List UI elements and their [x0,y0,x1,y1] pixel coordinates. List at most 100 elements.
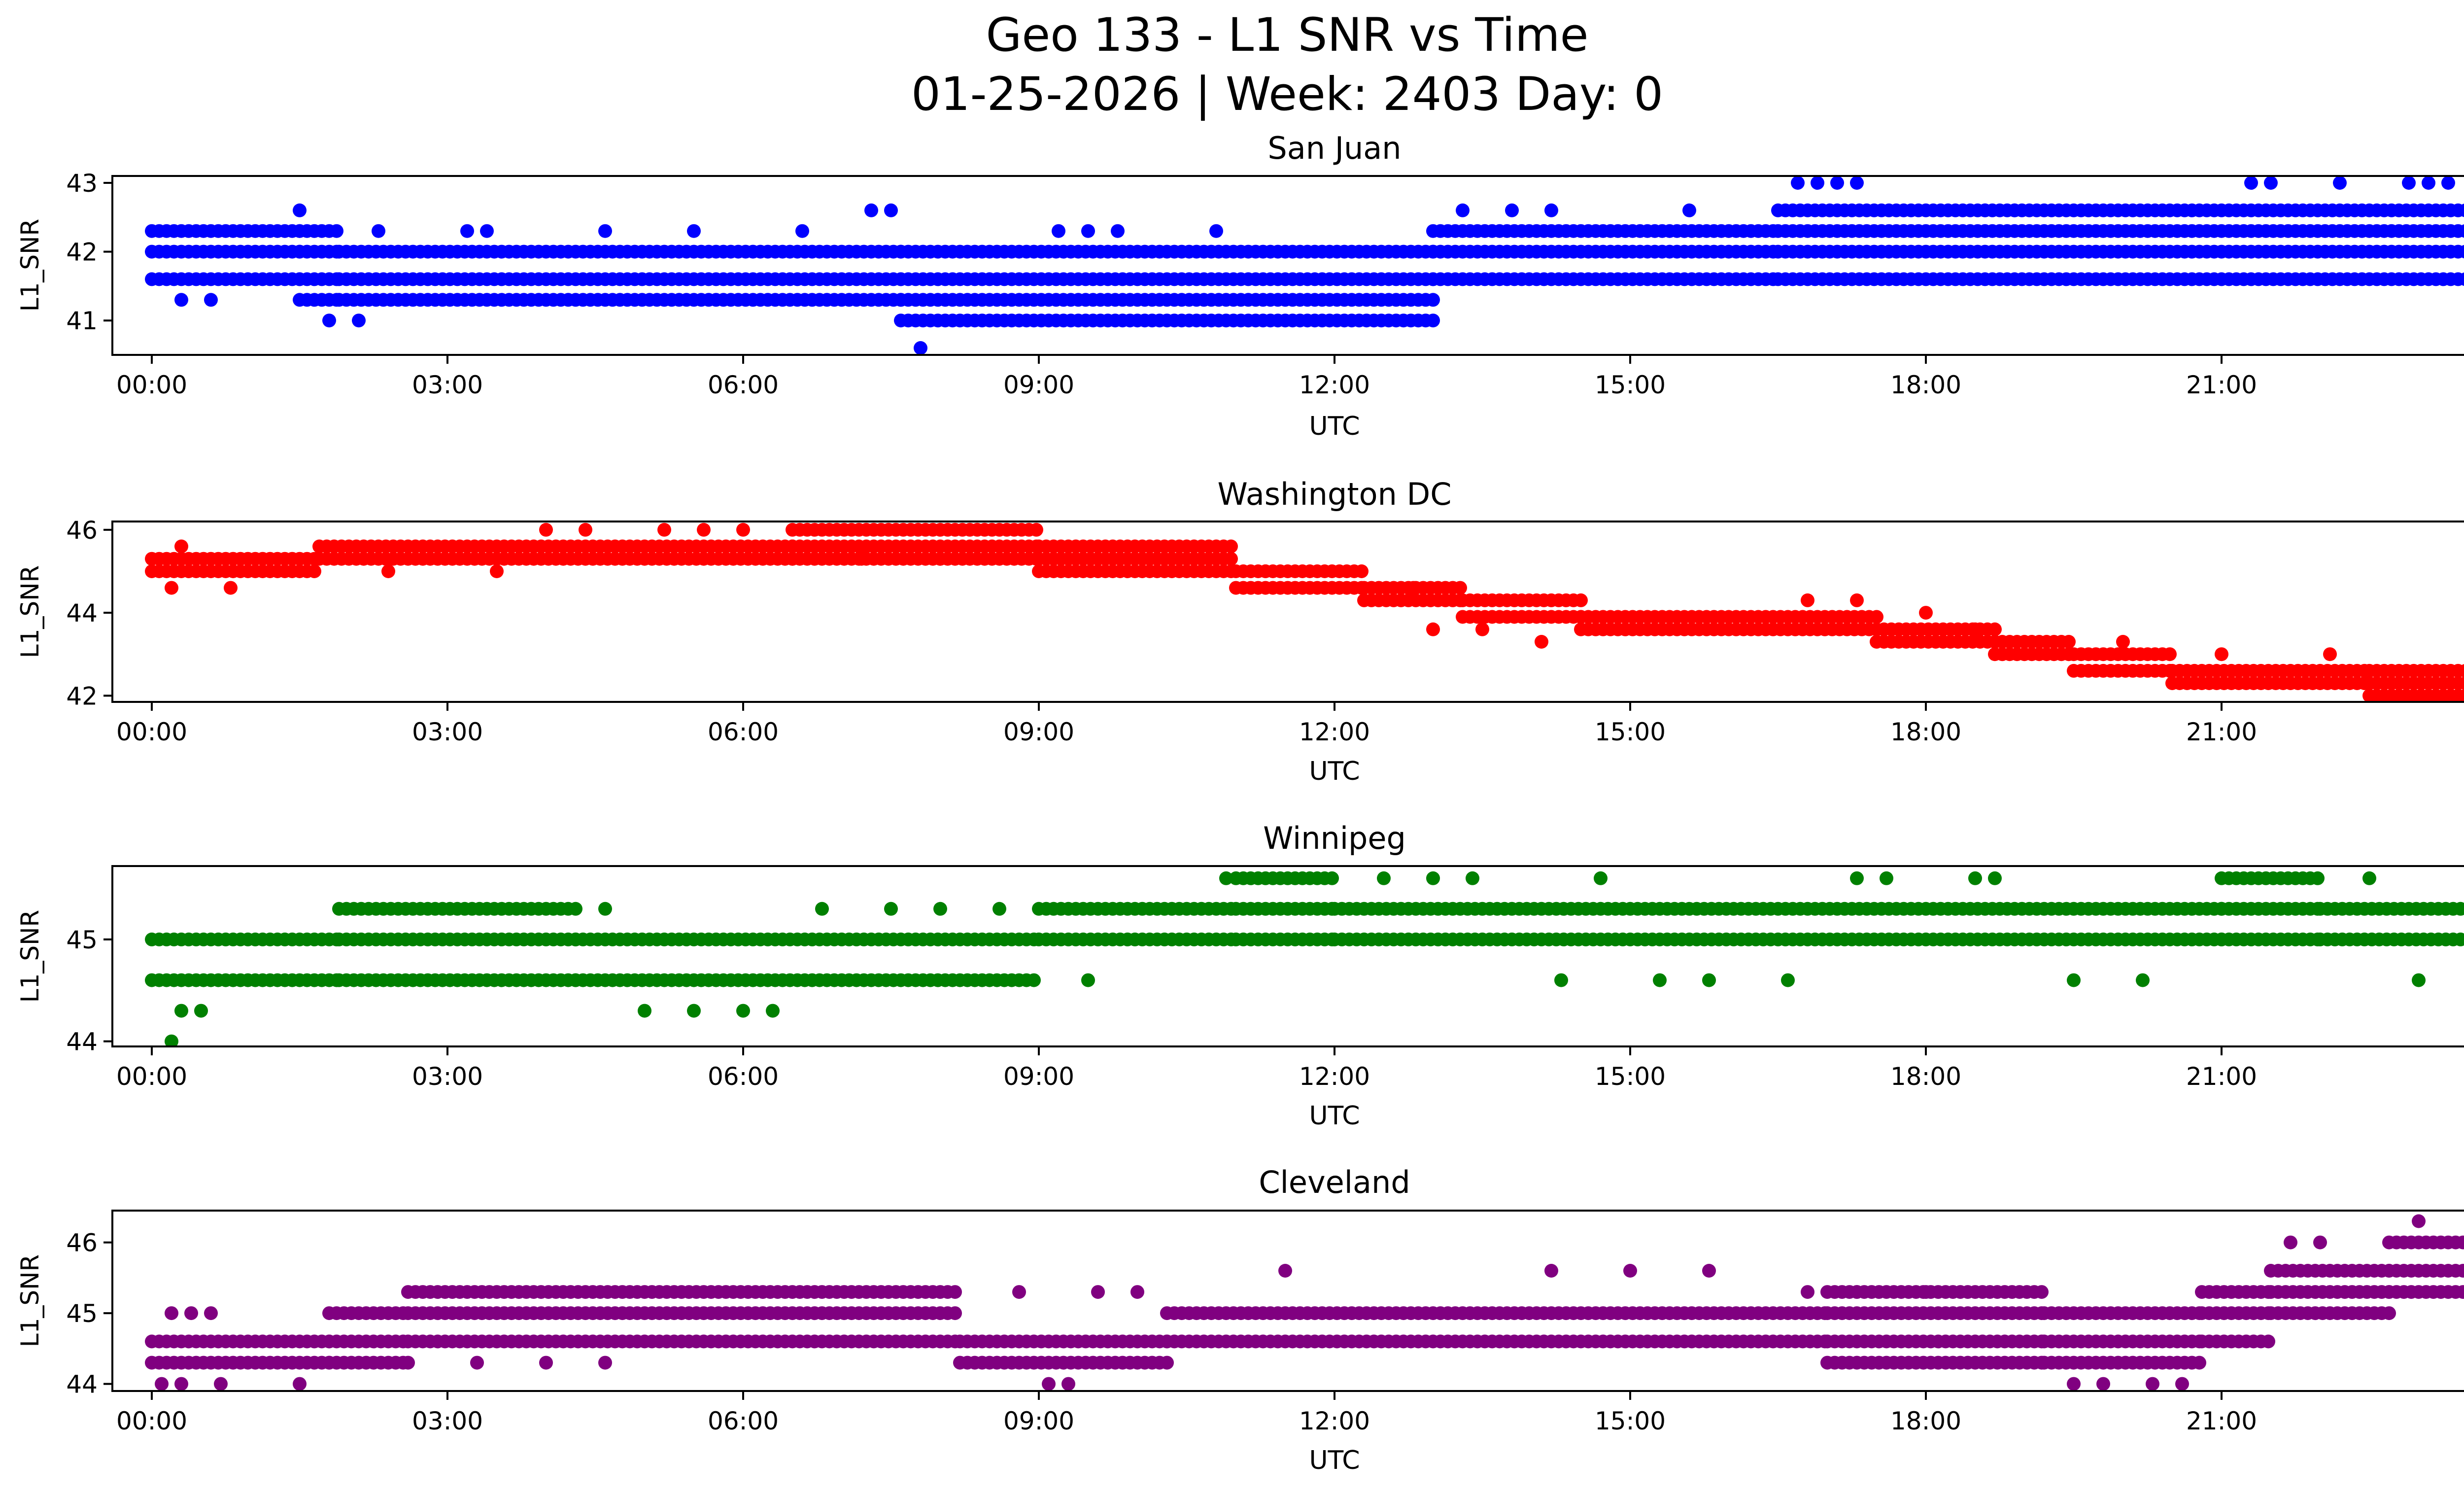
data-point-outlier [1544,203,1558,217]
x-tick-label: 12:00 [1299,718,1370,746]
data-point-outlier [214,1377,228,1391]
y-tick-label: 42 [66,682,98,710]
x-tick-label: 21:00 [2186,718,2257,746]
x-tick-label: 09:00 [1003,1062,1074,1091]
data-point-outlier [2116,635,2130,649]
figure-title-line2: 01-25-2026 | Week: 2403 Day: 0 [911,68,1663,121]
y-axis-label-san-juan: L1_SNR [16,219,44,312]
data-point-outlier [1594,871,1608,885]
data-point-outlier [174,293,188,307]
data-point-outlier [1702,973,1716,987]
subplot-washington-dc: Washington DC L1_SNR UTC 00:00 03:00 06:00… [16,476,2464,786]
data-point-outlier [687,224,701,238]
data-point-outlier [1052,224,1065,238]
data-point-outlier [1801,1285,1814,1299]
data-point-outlier [2313,1235,2327,1250]
data-point-outlier [1475,622,1489,636]
data-point [2192,1356,2206,1370]
axes-frame-winnipeg [111,865,2464,1047]
subplot-title-washington-dc: Washington DC [1217,476,1451,512]
data-point-outlier [165,581,178,595]
data-point-outlier [914,341,927,355]
data-point-outlier [381,564,395,578]
x-tick-label: 09:00 [1003,718,1074,746]
data-point-outlier [2402,176,2416,190]
x-tick-label: 15:00 [1595,1062,1666,1091]
data-point-outlier [2008,203,2021,217]
x-tick-label: 06:00 [708,371,779,399]
x-tick-label: 03:00 [412,718,483,746]
x-axis-label-winnipeg: UTC [1309,1101,1360,1131]
data-point-outlier [1554,973,1568,987]
data-point [948,1285,962,1299]
data-point-outlier [638,1004,651,1018]
data-point-outlier [2244,176,2258,190]
data-point [1426,313,1440,328]
data-point-outlier [401,1356,415,1370]
data-point-outlier [1968,622,1982,636]
data-point-outlier [194,1004,208,1018]
y-tick-label: 44 [66,1028,98,1056]
y-axis-label-winnipeg: L1_SNR [16,910,44,1003]
y-tick-label: 46 [66,1229,98,1257]
data-point-outlier [2323,647,2337,661]
subplot-title-cleveland: Cleveland [1259,1164,1410,1200]
data-point [2456,1285,2464,1299]
x-tick-label: 15:00 [1595,718,1666,746]
data-point-outlier [224,581,238,595]
data-point-outlier [184,1306,198,1321]
data-point-outlier [766,1004,780,1018]
x-tick-label: 18:00 [1890,718,1961,746]
data-point-outlier [884,902,898,916]
data-point-outlier [884,203,898,217]
x-tick-label: 18:00 [1890,371,1961,399]
data-point-outlier [165,1306,178,1321]
data-point-outlier [1012,1285,1026,1299]
data-point [2459,664,2464,678]
data-point-outlier [174,539,188,554]
x-tick-label: 15:00 [1595,1407,1666,1435]
data-point-outlier [1919,1285,1933,1299]
data-point-outlier [1880,871,1893,885]
data-point [569,902,582,916]
x-tick-label: 03:00 [412,1062,483,1091]
data-point [1355,564,1369,578]
x-tick-label: 18:00 [1890,1407,1961,1435]
x-tick-label: 06:00 [708,1062,779,1091]
x-tick-label: 12:00 [1299,1407,1370,1435]
data-point-outlier [855,552,868,566]
data-point [2261,1334,2275,1349]
data-point-outlier [2461,205,2464,216]
data-point [1988,622,2002,636]
y-tick-label: 43 [66,169,98,198]
data-point-outlier [204,1306,218,1321]
data-point-outlier [1811,176,1824,190]
data-point-outlier [795,224,809,238]
data-point [2459,689,2464,702]
data-point [2456,1264,2464,1278]
data-point-outlier [2362,871,2376,885]
data-point-outlier [1850,871,1864,885]
x-tick-label: 00:00 [116,1062,187,1091]
data-point-outlier [1209,224,1223,238]
axes-frame-cleveland [111,1210,2464,1392]
data-point-outlier [2284,1235,2297,1250]
data-point-outlier [1091,1285,1105,1299]
data-point [2459,272,2464,286]
data-points-cleveland [145,1214,2464,1391]
x-tick-label: 12:00 [1299,371,1370,399]
data-point-outlier [2215,647,2228,661]
data-point [2035,1285,2049,1299]
x-axis-label-cleveland: UTC [1309,1446,1360,1475]
data-point-outlier [293,203,307,217]
x-tick-label: 06:00 [708,718,779,746]
data-point [2461,903,2464,915]
data-point-outlier [1111,224,1125,238]
data-point-outlier [155,1377,169,1391]
data-point-outlier [1682,203,1696,217]
data-point [2454,902,2464,916]
data-point-outlier [539,522,553,537]
data-point-outlier [372,224,385,238]
